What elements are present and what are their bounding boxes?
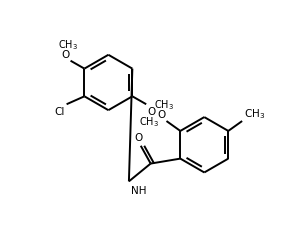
Text: CH$_3$: CH$_3$ [58,38,78,52]
Text: CH$_3$: CH$_3$ [139,115,159,128]
Text: Cl: Cl [54,107,65,117]
Text: O: O [157,110,166,120]
Text: O: O [147,107,155,117]
Text: O: O [61,50,70,59]
Text: O: O [135,132,143,142]
Text: NH: NH [131,186,146,196]
Text: CH$_3$: CH$_3$ [244,107,265,120]
Text: CH$_3$: CH$_3$ [154,98,174,112]
